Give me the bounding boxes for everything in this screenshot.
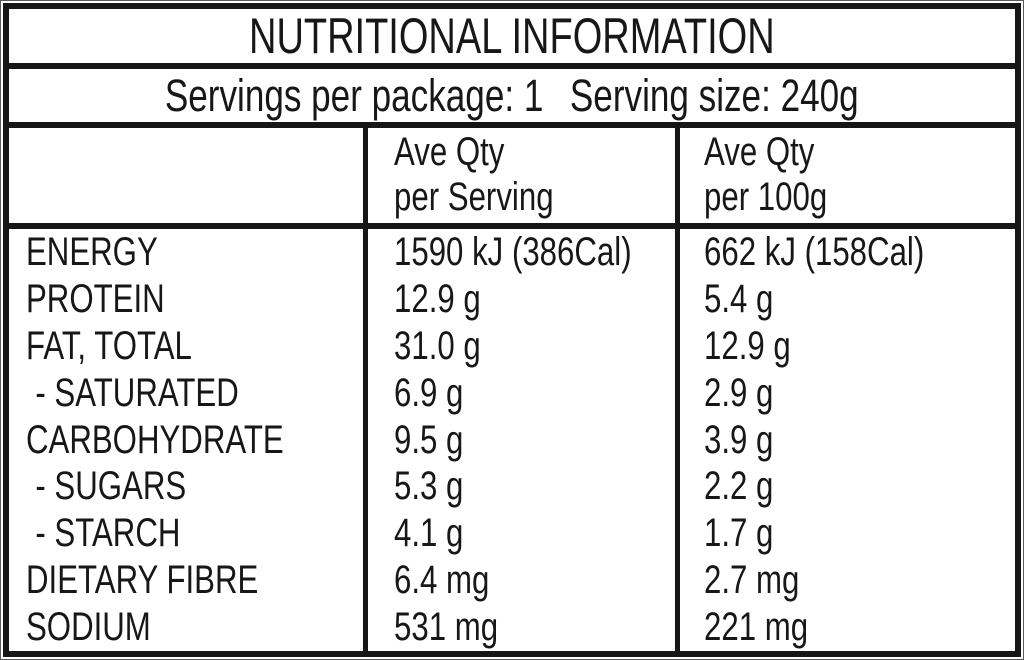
header-col-per-100g: Ave Qty per 100g	[680, 130, 1015, 223]
per-serving-value: 531 mg	[394, 605, 499, 650]
nutrient-row-carbohydrate: CARBOHYDRATE 9.5 g 3.9 g	[9, 417, 1015, 464]
nutrient-label: SODIUM	[26, 605, 151, 650]
divider	[9, 63, 1015, 69]
nutrient-row-saturated: - SATURATED 6.9 g 2.9 g	[9, 370, 1015, 417]
per-serving-value: 5.3 g	[394, 464, 464, 509]
nutrient-row-sodium: SODIUM 531 mg 221 mg	[9, 604, 1015, 651]
per-100g-value: 12.9 g	[704, 323, 791, 368]
nutrient-row-protein: PROTEIN 12.9 g 5.4 g	[9, 276, 1015, 323]
per-100g-value: 5.4 g	[704, 276, 774, 321]
servings-per-package: Servings per package: 1	[165, 69, 544, 121]
per-100g-value: 1.7 g	[704, 511, 774, 556]
per-serving-value: 6.4 mg	[394, 558, 490, 603]
header-per-serving-line1: Ave Qty	[394, 130, 505, 174]
nutrient-row-sugars: - SUGARS 5.3 g 2.2 g	[9, 463, 1015, 510]
header-col-per-serving: Ave Qty per Serving	[368, 130, 680, 223]
panel-title: NUTRITIONAL INFORMATION	[249, 8, 775, 64]
header-per-100g-line1: Ave Qty	[704, 130, 815, 174]
nutrient-row-energy: ENERGY 1590 kJ (386Cal) 662 kJ (158Cal)	[9, 229, 1015, 276]
per-100g-value: 2.2 g	[704, 464, 774, 509]
divider	[9, 122, 1015, 128]
nutrient-label: - STARCH	[35, 511, 181, 556]
per-serving-value: 9.5 g	[394, 417, 464, 462]
nutrient-label: PROTEIN	[26, 276, 165, 321]
per-100g-value: 3.9 g	[704, 417, 774, 462]
header-col-nutrient	[9, 130, 368, 223]
per-100g-value: 2.9 g	[704, 370, 774, 415]
nutrition-panel: NUTRITIONAL INFORMATION Servings per pac…	[3, 3, 1021, 657]
servings-text: Servings per package: 1 Serving size: 24…	[165, 70, 859, 122]
per-100g-value: 2.7 mg	[704, 558, 800, 603]
per-serving-value: 31.0 g	[394, 323, 481, 368]
nutrient-label: FAT, TOTAL	[26, 323, 192, 368]
nutrient-row-fat-total: FAT, TOTAL 31.0 g 12.9 g	[9, 323, 1015, 370]
nutrient-label: DIETARY FIBRE	[26, 558, 259, 603]
column-divider-1	[363, 128, 368, 651]
nutrient-label: - SUGARS	[35, 464, 187, 509]
serving-size: Serving size: 240g	[570, 69, 859, 121]
column-divider-2	[675, 128, 680, 651]
per-100g-value: 662 kJ (158Cal)	[704, 229, 925, 274]
per-serving-value: 6.9 g	[394, 370, 464, 415]
nutrient-label: - SATURATED	[35, 370, 239, 415]
divider	[9, 223, 1015, 229]
per-serving-value: 1590 kJ (386Cal)	[394, 229, 632, 274]
nutrient-row-dietary-fibre: DIETARY FIBRE 6.4 mg 2.7 mg	[9, 557, 1015, 604]
per-serving-value: 4.1 g	[394, 511, 464, 556]
nutrient-label: CARBOHYDRATE	[26, 417, 284, 462]
header-per-serving-line2: per Serving	[394, 175, 554, 219]
nutrient-row-starch: - STARCH 4.1 g 1.7 g	[9, 510, 1015, 557]
table-rows: ENERGY 1590 kJ (386Cal) 662 kJ (158Cal) …	[9, 229, 1015, 651]
header-per-100g-line2: per 100g	[704, 175, 828, 219]
nutrient-label: ENERGY	[26, 229, 158, 274]
servings-row: Servings per package: 1 Serving size: 24…	[9, 69, 1015, 122]
per-serving-value: 12.9 g	[394, 276, 481, 321]
per-100g-value: 221 mg	[704, 605, 809, 650]
nutrition-table: Ave Qty per Serving Ave Qty per 100g ENE…	[9, 128, 1015, 651]
table-header-row: Ave Qty per Serving Ave Qty per 100g	[9, 128, 1015, 223]
panel-title-row: NUTRITIONAL INFORMATION	[9, 8, 1015, 64]
